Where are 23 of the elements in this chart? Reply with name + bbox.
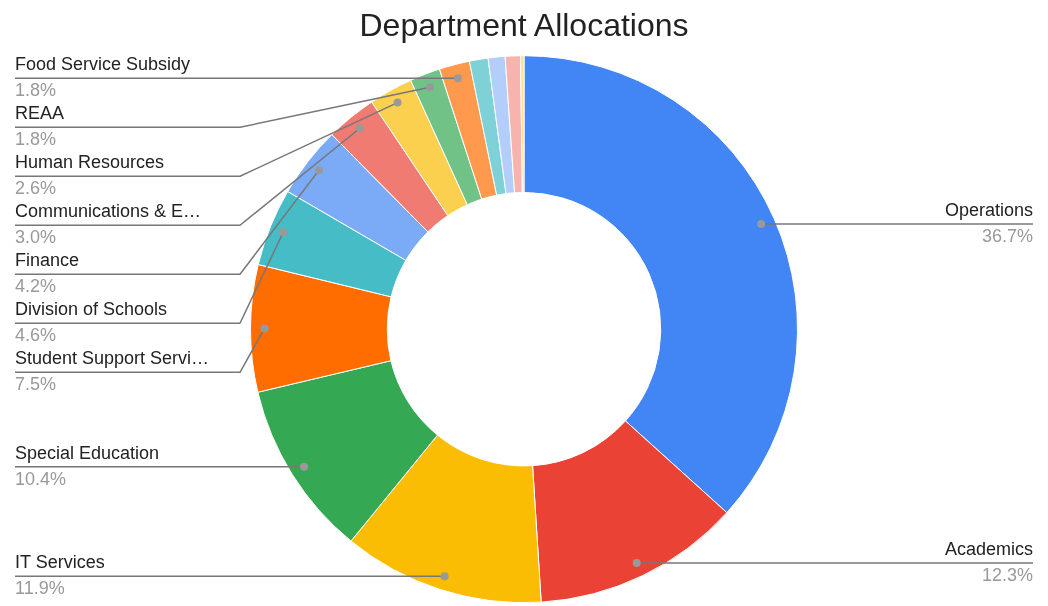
slice-label: Food Service Subsidy xyxy=(15,54,191,75)
data-label: 4.2% xyxy=(15,276,57,297)
data-label: 1.8% xyxy=(15,129,57,150)
chart-title: Department Allocations xyxy=(359,7,689,44)
slice-label: Finance xyxy=(15,250,80,271)
slice-label: Human Resources xyxy=(15,152,165,173)
data-label: 2.6% xyxy=(15,178,57,199)
slice-label: Division of Schools xyxy=(15,299,168,320)
slice-label: IT Services xyxy=(15,552,105,573)
data-label: 10.4% xyxy=(15,468,67,489)
slice-label: Academics xyxy=(944,538,1033,559)
data-label: 7.5% xyxy=(15,374,57,395)
data-label: 4.6% xyxy=(15,325,57,346)
data-label: 3.0% xyxy=(15,227,57,248)
data-label: 1.8% xyxy=(15,80,57,101)
data-label: 36.7% xyxy=(981,225,1033,246)
slice-label: Special Education xyxy=(15,442,160,463)
data-label: 12.3% xyxy=(981,564,1033,585)
slice-label: Student Support Servi… xyxy=(15,348,210,369)
slice-label: Operations xyxy=(944,199,1033,220)
slice-label: Communications & E… xyxy=(15,201,202,222)
data-label: 11.9% xyxy=(15,578,65,599)
slice-label: REAA xyxy=(15,103,65,124)
